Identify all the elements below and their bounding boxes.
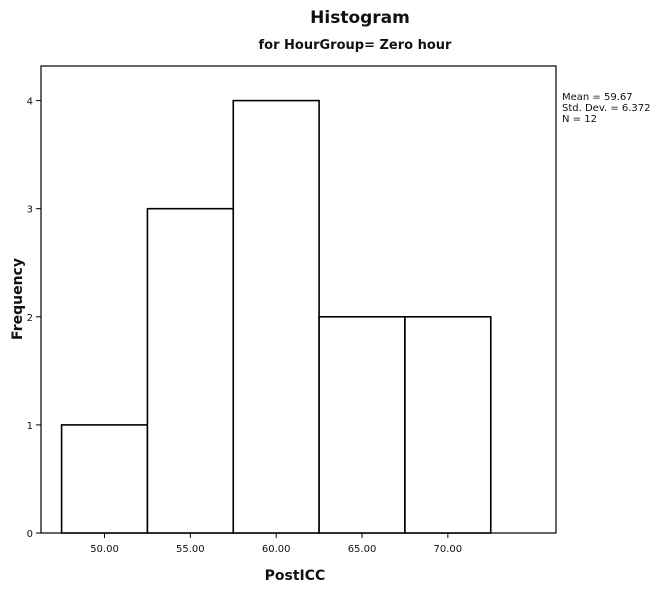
x-axis: 50.00 55.00 60.00 65.00 70.00 [90, 533, 462, 555]
stats-box: Mean = 59.67 Std. Dev. = 6.372 N = 12 [562, 92, 651, 125]
x-axis-title: PostICC [265, 568, 326, 584]
stats-mean: Mean = 59.67 [562, 92, 633, 103]
stats-std: Std. Dev. = 6.372 [562, 103, 651, 114]
y-tick-label: 2 [27, 313, 33, 324]
stats-n: N = 12 [562, 114, 597, 125]
y-axis-title: Frequency [10, 258, 26, 340]
histogram-bar [318, 315, 406, 534]
x-tick-label: 70.00 [434, 544, 463, 555]
histogram-bar [60, 424, 149, 534]
x-tick-label: 55.00 [176, 544, 205, 555]
x-tick-label: 50.00 [90, 544, 119, 555]
y-axis: 0 1 2 3 4 [27, 97, 41, 540]
y-tick-label: 4 [27, 97, 33, 108]
chart-title: Histogram [310, 8, 410, 28]
histogram-bar [404, 315, 492, 534]
y-tick-label: 1 [27, 421, 33, 432]
y-tick-label: 0 [27, 529, 33, 540]
y-tick-label: 3 [27, 205, 33, 216]
chart-subtitle: for HourGroup= Zero hour [259, 38, 453, 53]
histogram-bar [146, 207, 235, 534]
x-tick-label: 65.00 [348, 544, 377, 555]
bars-group [60, 99, 492, 534]
histogram-bar [232, 99, 320, 534]
x-tick-label: 60.00 [262, 544, 291, 555]
